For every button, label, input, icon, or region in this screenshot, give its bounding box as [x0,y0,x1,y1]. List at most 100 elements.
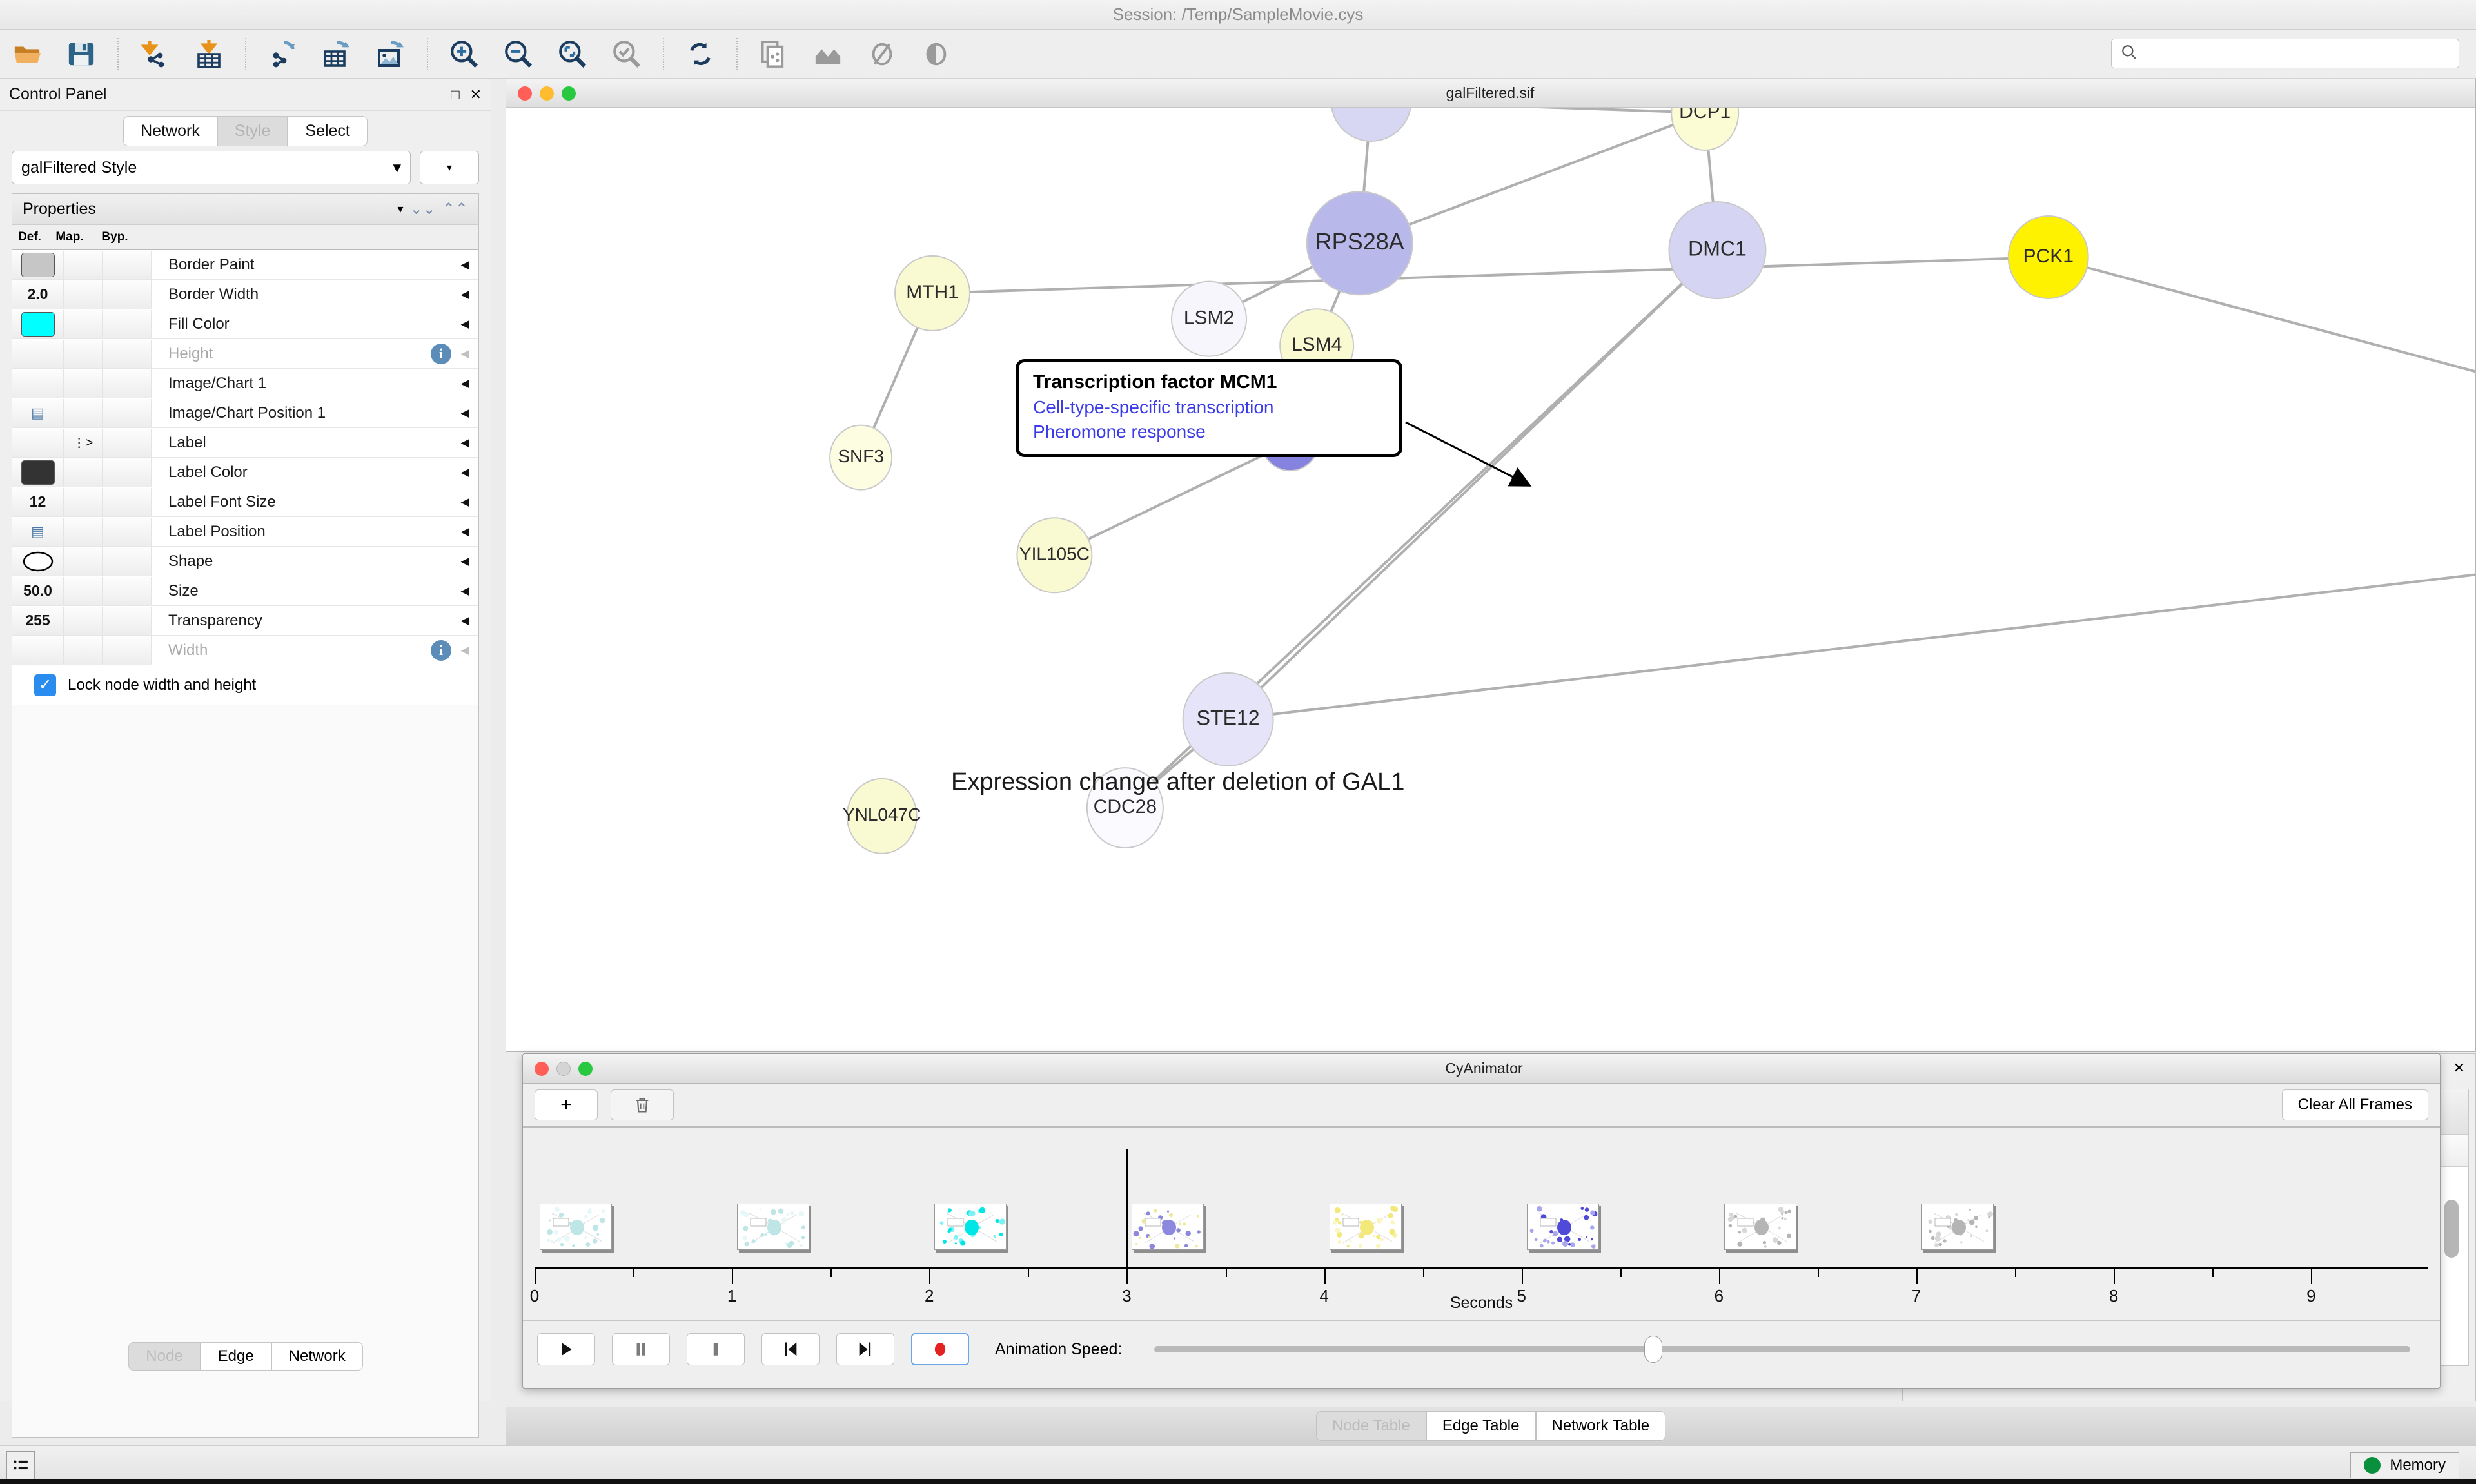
timeline-frame[interactable] [1724,1204,1796,1250]
graph-node[interactable]: DCP1 [1671,108,1738,150]
expand-arrow-icon[interactable]: ◀ [451,407,478,420]
record-button[interactable] [911,1333,969,1365]
expand-arrow-icon[interactable]: ◀ [451,555,478,568]
timeline-frame[interactable] [1330,1204,1402,1250]
export-network-icon[interactable] [255,30,310,79]
open-file-icon[interactable] [0,30,54,79]
graph-edge[interactable] [1054,442,1290,555]
destroy-view-icon[interactable] [801,30,855,79]
property-default-cell[interactable] [12,547,64,576]
expand-arrow-icon[interactable]: ◀ [451,585,478,598]
property-bypass-cell[interactable] [103,458,152,487]
graph-node[interactable]: DMC1 [1669,202,1765,298]
close-icon[interactable]: ✕ [470,86,482,103]
property-mapping-cell[interactable] [64,547,103,576]
tab-node-table[interactable]: Node Table [1316,1411,1426,1441]
search-box[interactable] [2111,39,2459,68]
property-row[interactable]: 2.0 Border Width ◀ [12,280,478,309]
property-default-cell[interactable]: 50.0 [12,577,64,605]
tab-select[interactable]: Select [288,116,367,146]
color-swatch[interactable] [21,253,55,277]
property-row[interactable]: Border Paint ◀ [12,250,478,280]
color-swatch[interactable] [21,312,55,337]
property-bypass-cell[interactable] [103,310,152,338]
search-input[interactable] [2137,45,2434,62]
property-mapping-cell[interactable] [64,399,103,427]
property-bypass-cell[interactable] [103,399,152,427]
graph-node[interactable]: YNL047C [843,779,921,854]
property-default-cell[interactable] [12,369,64,398]
graph-edge[interactable] [1360,113,1705,243]
property-bypass-cell[interactable] [103,280,152,309]
expand-arrow-icon[interactable]: ◀ [451,318,478,331]
style-dropdown[interactable]: galFiltered Style ▾ [12,151,411,184]
property-row[interactable]: Fill Color ◀ [12,309,478,339]
expand-arrow-icon[interactable]: ◀ [451,347,478,360]
graph-node[interactable]: YIL105C [1017,518,1092,592]
property-mapping-cell[interactable] [64,280,103,309]
expand-arrow-icon[interactable]: ◀ [451,259,478,271]
last-frame-button[interactable] [836,1333,894,1365]
property-mapping-cell[interactable] [64,251,103,279]
property-mapping-cell[interactable] [64,607,103,635]
property-mapping-cell[interactable] [64,340,103,368]
tab-edge[interactable]: Edge [201,1342,271,1371]
graph-node[interactable]: PCK1 [2009,216,2088,298]
property-row[interactable]: Height i ◀ [12,339,478,369]
property-row[interactable]: Label Color ◀ [12,458,478,487]
property-bypass-cell[interactable] [103,340,152,368]
zoom-fit-icon[interactable] [545,30,600,79]
lock-node-size-row[interactable]: ✓ Lock node width and height [12,665,478,705]
graph-edge[interactable] [932,257,2049,293]
property-bypass-cell[interactable] [103,636,152,665]
property-mapping-cell[interactable] [64,310,103,338]
timeline-frame[interactable] [540,1204,612,1250]
graph-node[interactable]: STE12 [1183,673,1273,766]
delete-frame-button[interactable] [611,1089,674,1120]
property-mapping-cell[interactable] [64,488,103,516]
pause-button[interactable] [612,1333,670,1365]
property-row[interactable]: Width i ◀ [12,636,478,665]
task-list-icon[interactable] [6,1451,35,1479]
timeline-frame[interactable] [934,1204,1007,1250]
timeline-frame[interactable] [1921,1204,1994,1250]
graph-node[interactable]: RPS28B [1329,108,1413,141]
table-close-icon[interactable]: ✕ [2453,1060,2465,1077]
color-swatch[interactable] [21,460,55,485]
property-row[interactable]: 12 Label Font Size ◀ [12,487,478,517]
animation-speed-slider[interactable] [1154,1346,2410,1352]
property-default-cell[interactable]: ▤ [12,518,64,546]
zoom-out-icon[interactable] [491,30,545,79]
property-bypass-cell[interactable] [103,577,152,605]
save-session-icon[interactable] [54,30,108,79]
hide-selected-icon[interactable] [855,30,909,79]
tab-edge-table[interactable]: Edge Table [1426,1411,1536,1441]
tab-network-style[interactable]: Network [271,1342,363,1371]
timeline-frame[interactable] [737,1204,809,1250]
expand-arrow-icon[interactable]: ◀ [451,466,478,479]
property-bypass-cell[interactable] [103,488,152,516]
tab-style[interactable]: Style [217,116,288,146]
lock-checkbox[interactable]: ✓ [34,674,56,696]
play-button[interactable] [537,1333,595,1365]
property-row[interactable]: ▤ Label Position ◀ [12,517,478,547]
graph-node[interactable]: MTH1 [895,256,970,331]
graph-edge[interactable] [1228,513,2475,719]
graph-node[interactable]: LSM2 [1172,282,1246,356]
expand-arrow-icon[interactable]: ◀ [451,644,478,657]
property-bypass-cell[interactable] [103,251,152,279]
network-canvas[interactable]: RPS28BDCP1RPS28ADMC1PCK1SWI5GAL80GAL11ST… [506,108,2475,1051]
expand-arrow-icon[interactable]: ◀ [451,525,478,538]
property-row[interactable]: Shape ◀ [12,547,478,576]
property-mapping-cell[interactable] [64,636,103,665]
property-bypass-cell[interactable] [103,429,152,457]
show-all-icon[interactable] [909,30,963,79]
property-default-cell[interactable]: 12 [12,488,64,516]
property-default-cell[interactable]: 2.0 [12,280,64,309]
table-scrollbar[interactable] [2444,1200,2459,1258]
property-default-cell[interactable] [12,636,64,665]
refresh-icon[interactable] [673,30,727,79]
export-table-icon[interactable] [310,30,364,79]
graph-node[interactable]: RPS28A [1307,191,1413,295]
property-row[interactable]: Image/Chart 1 ◀ [12,369,478,398]
